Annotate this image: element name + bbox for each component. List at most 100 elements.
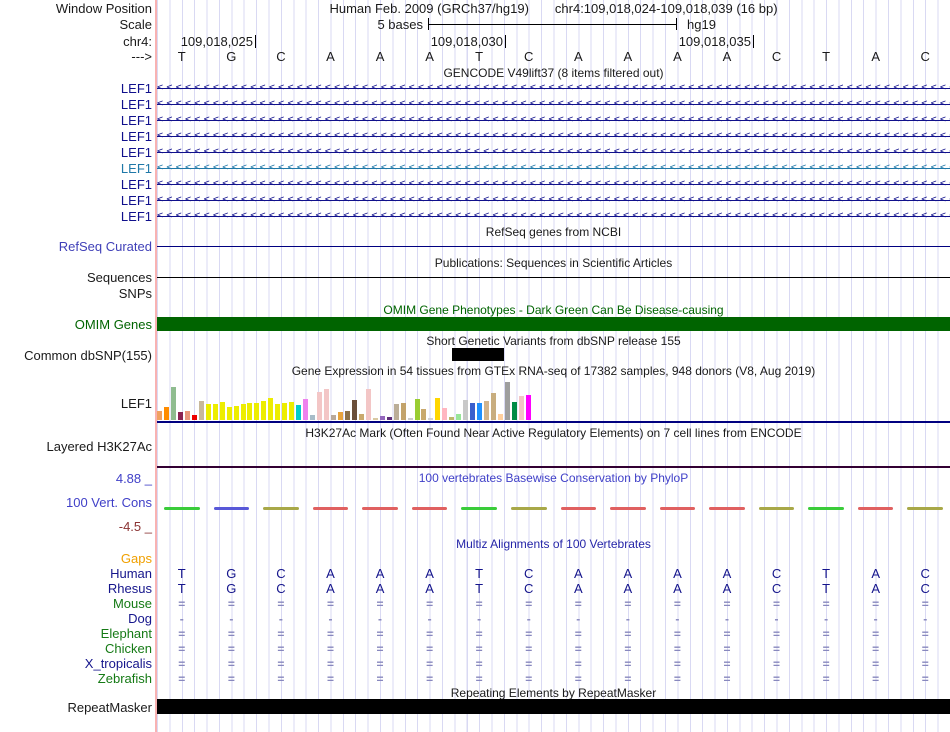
gtex-tissue-bar[interactable] — [421, 409, 427, 420]
snps-label[interactable]: SNPs — [118, 286, 152, 301]
gencode-transcript-row[interactable]: LEF1 <<<<<<<<<<<<<<<<<<<<<<<<<<<<<<<<<<<<… — [0, 129, 950, 143]
gencode-transcript-row[interactable]: LEF1 <<<<<<<<<<<<<<<<<<<<<<<<<<<<<<<<<<<<… — [0, 161, 950, 175]
gtex-tissue-bar[interactable] — [275, 404, 281, 420]
gtex-tissue-bar[interactable] — [456, 414, 462, 420]
gtex-tissue-bar[interactable] — [365, 389, 371, 420]
gtex-tissue-bar[interactable] — [484, 401, 490, 420]
gtex-tissue-bar[interactable] — [157, 411, 162, 420]
gtex-tissue-bar[interactable] — [442, 408, 448, 420]
gtex-tissue-bar[interactable] — [470, 403, 476, 420]
gtex-tissue-bar[interactable] — [344, 411, 350, 420]
multiz-row-mouse[interactable]: Mouse = = = = = = = = = = = = = = = = — [0, 596, 950, 612]
gencode-transcript-row[interactable]: LEF1 <<<<<<<<<<<<<<<<<<<<<<<<<<<<<<<<<<<<… — [0, 113, 950, 127]
gtex-tissue-bar[interactable] — [212, 404, 218, 420]
gtex-tissue-bar[interactable] — [449, 417, 455, 420]
dbsnp-variant-box[interactable] — [452, 348, 504, 361]
gtex-tissue-bar[interactable] — [477, 403, 483, 420]
gtex-tissue-bar[interactable] — [498, 414, 504, 420]
gtex-tissue-bar[interactable] — [282, 403, 288, 420]
phylop-wiggle-segment[interactable] — [808, 507, 844, 510]
gtex-tissue-bar[interactable] — [317, 392, 323, 420]
repeatmasker-label[interactable]: RepeatMasker — [67, 700, 152, 715]
gtex-tissue-bar[interactable] — [372, 418, 378, 420]
gtex-tissue-bar[interactable] — [303, 399, 309, 420]
gtex-tissue-bar[interactable] — [351, 400, 357, 420]
phylop-wiggle-segment[interactable] — [709, 507, 745, 510]
species-label[interactable]: Mouse — [112, 596, 152, 611]
gene-label[interactable]: LEF1 — [120, 97, 152, 112]
sequences-track-line[interactable] — [157, 277, 950, 278]
phylop-wiggle-segment[interactable] — [461, 507, 497, 510]
phylop-wiggle-segment[interactable] — [510, 507, 547, 510]
dbsnp-label[interactable]: Common dbSNP(155) — [24, 348, 152, 363]
species-label[interactable]: Dog — [128, 611, 152, 626]
species-label[interactable]: Rhesus — [107, 581, 152, 596]
refseq-track-line[interactable] — [157, 246, 950, 247]
gencode-transcript-row[interactable]: LEF1 <<<<<<<<<<<<<<<<<<<<<<<<<<<<<<<<<<<<… — [0, 177, 950, 191]
refseq-curated-label[interactable]: RefSeq Curated — [58, 239, 152, 254]
gtex-tissue-bar[interactable] — [310, 415, 316, 420]
sequences-label[interactable]: Sequences — [86, 270, 152, 285]
gtex-tissue-bar[interactable] — [518, 396, 524, 420]
layered-h3k27ac-label[interactable]: Layered H3K27Ac — [46, 439, 152, 454]
species-label[interactable]: Chicken — [105, 641, 152, 656]
phylop-track-label[interactable]: 100 Vert. Cons — [66, 495, 152, 510]
gtex-tissue-bar[interactable] — [296, 405, 302, 420]
gtex-tissue-bar[interactable] — [240, 404, 246, 420]
gene-label[interactable]: LEF1 — [120, 81, 152, 96]
multiz-row-dog[interactable]: Dog - - - - - - - - - - - - - - - - — [0, 611, 950, 627]
gencode-transcript-row[interactable]: LEF1 <<<<<<<<<<<<<<<<<<<<<<<<<<<<<<<<<<<<… — [0, 81, 950, 95]
gtex-tissue-bar[interactable] — [400, 403, 406, 420]
multiz-row-x_tropicalis[interactable]: X_tropicalis = = = = = = = = = = = = = = = = — [0, 656, 950, 672]
gtex-tissue-bar[interactable] — [428, 418, 434, 420]
gtex-tissue-bar[interactable] — [170, 387, 176, 420]
multiz-row-gaps[interactable]: Gaps — [0, 552, 950, 566]
gtex-tissue-bar[interactable] — [511, 402, 517, 420]
gtex-tissue-bar[interactable] — [268, 398, 274, 420]
species-label[interactable]: X_tropicalis — [84, 656, 152, 671]
species-label[interactable]: Zebrafish — [97, 671, 152, 686]
gene-label[interactable]: LEF1 — [120, 193, 152, 208]
gtex-tissue-bar[interactable] — [191, 415, 197, 420]
gtex-tissue-bar[interactable] — [324, 389, 330, 420]
phylop-wiggle-segment[interactable] — [411, 507, 448, 510]
gtex-tissue-bar[interactable] — [226, 407, 232, 420]
gtex-tissue-bar[interactable] — [219, 402, 225, 420]
gencode-transcript-row[interactable]: LEF1 <<<<<<<<<<<<<<<<<<<<<<<<<<<<<<<<<<<<… — [0, 209, 950, 223]
gtex-tissue-bar[interactable] — [177, 412, 183, 420]
gtex-tissue-bar[interactable] — [254, 403, 260, 420]
phylop-wiggle-segment[interactable] — [213, 507, 250, 510]
phylop-wiggle-segment[interactable] — [857, 507, 894, 510]
gencode-transcript-row[interactable]: LEF1 <<<<<<<<<<<<<<<<<<<<<<<<<<<<<<<<<<<<… — [0, 145, 950, 159]
repeatmasker-bar[interactable] — [157, 699, 950, 714]
species-label[interactable]: Gaps — [120, 551, 152, 566]
gtex-tissue-bar[interactable] — [184, 411, 190, 420]
phylop-wiggle-segment[interactable] — [312, 507, 349, 510]
phylop-wiggle-segment[interactable] — [610, 507, 646, 510]
phylop-wiggle-segment[interactable] — [362, 507, 398, 510]
gtex-tissue-bar[interactable] — [289, 402, 295, 420]
multiz-row-chicken[interactable]: Chicken = = = = = = = = = = = = = = = = — [0, 641, 950, 657]
gtex-tissue-bar[interactable] — [163, 407, 169, 420]
gtex-tissue-bar[interactable] — [331, 415, 336, 420]
gtex-tissue-bar[interactable] — [505, 382, 510, 420]
gtex-gene-label[interactable]: LEF1 — [120, 396, 152, 411]
gtex-tissue-bar[interactable] — [407, 418, 413, 420]
gtex-tissue-bar[interactable] — [337, 412, 343, 420]
multiz-row-human[interactable]: Human T G C A A A T C A A A A C T A C — [0, 567, 950, 581]
phylop-wiggle-segment[interactable] — [263, 507, 299, 510]
species-label[interactable]: Elephant — [100, 626, 152, 641]
phylop-wiggle-segment[interactable] — [907, 507, 943, 510]
phylop-wiggle-segment[interactable] — [164, 507, 200, 510]
gtex-tissue-bar[interactable] — [379, 416, 385, 420]
omim-gene-bar[interactable] — [157, 317, 950, 331]
gtex-tissue-bar[interactable] — [393, 404, 399, 420]
gene-label[interactable]: LEF1 — [120, 209, 152, 224]
gencode-transcript-row[interactable]: LEF1 <<<<<<<<<<<<<<<<<<<<<<<<<<<<<<<<<<<<… — [0, 193, 950, 207]
gtex-tissue-bar[interactable] — [198, 401, 204, 420]
gtex-tissue-bar[interactable] — [386, 417, 392, 420]
phylop-wiggle-segment[interactable] — [659, 507, 696, 510]
gtex-tissue-bar[interactable] — [205, 404, 211, 420]
multiz-row-rhesus[interactable]: Rhesus T G C A A A T C A A A A C T A C — [0, 582, 950, 596]
gene-label[interactable]: LEF1 — [120, 113, 152, 128]
